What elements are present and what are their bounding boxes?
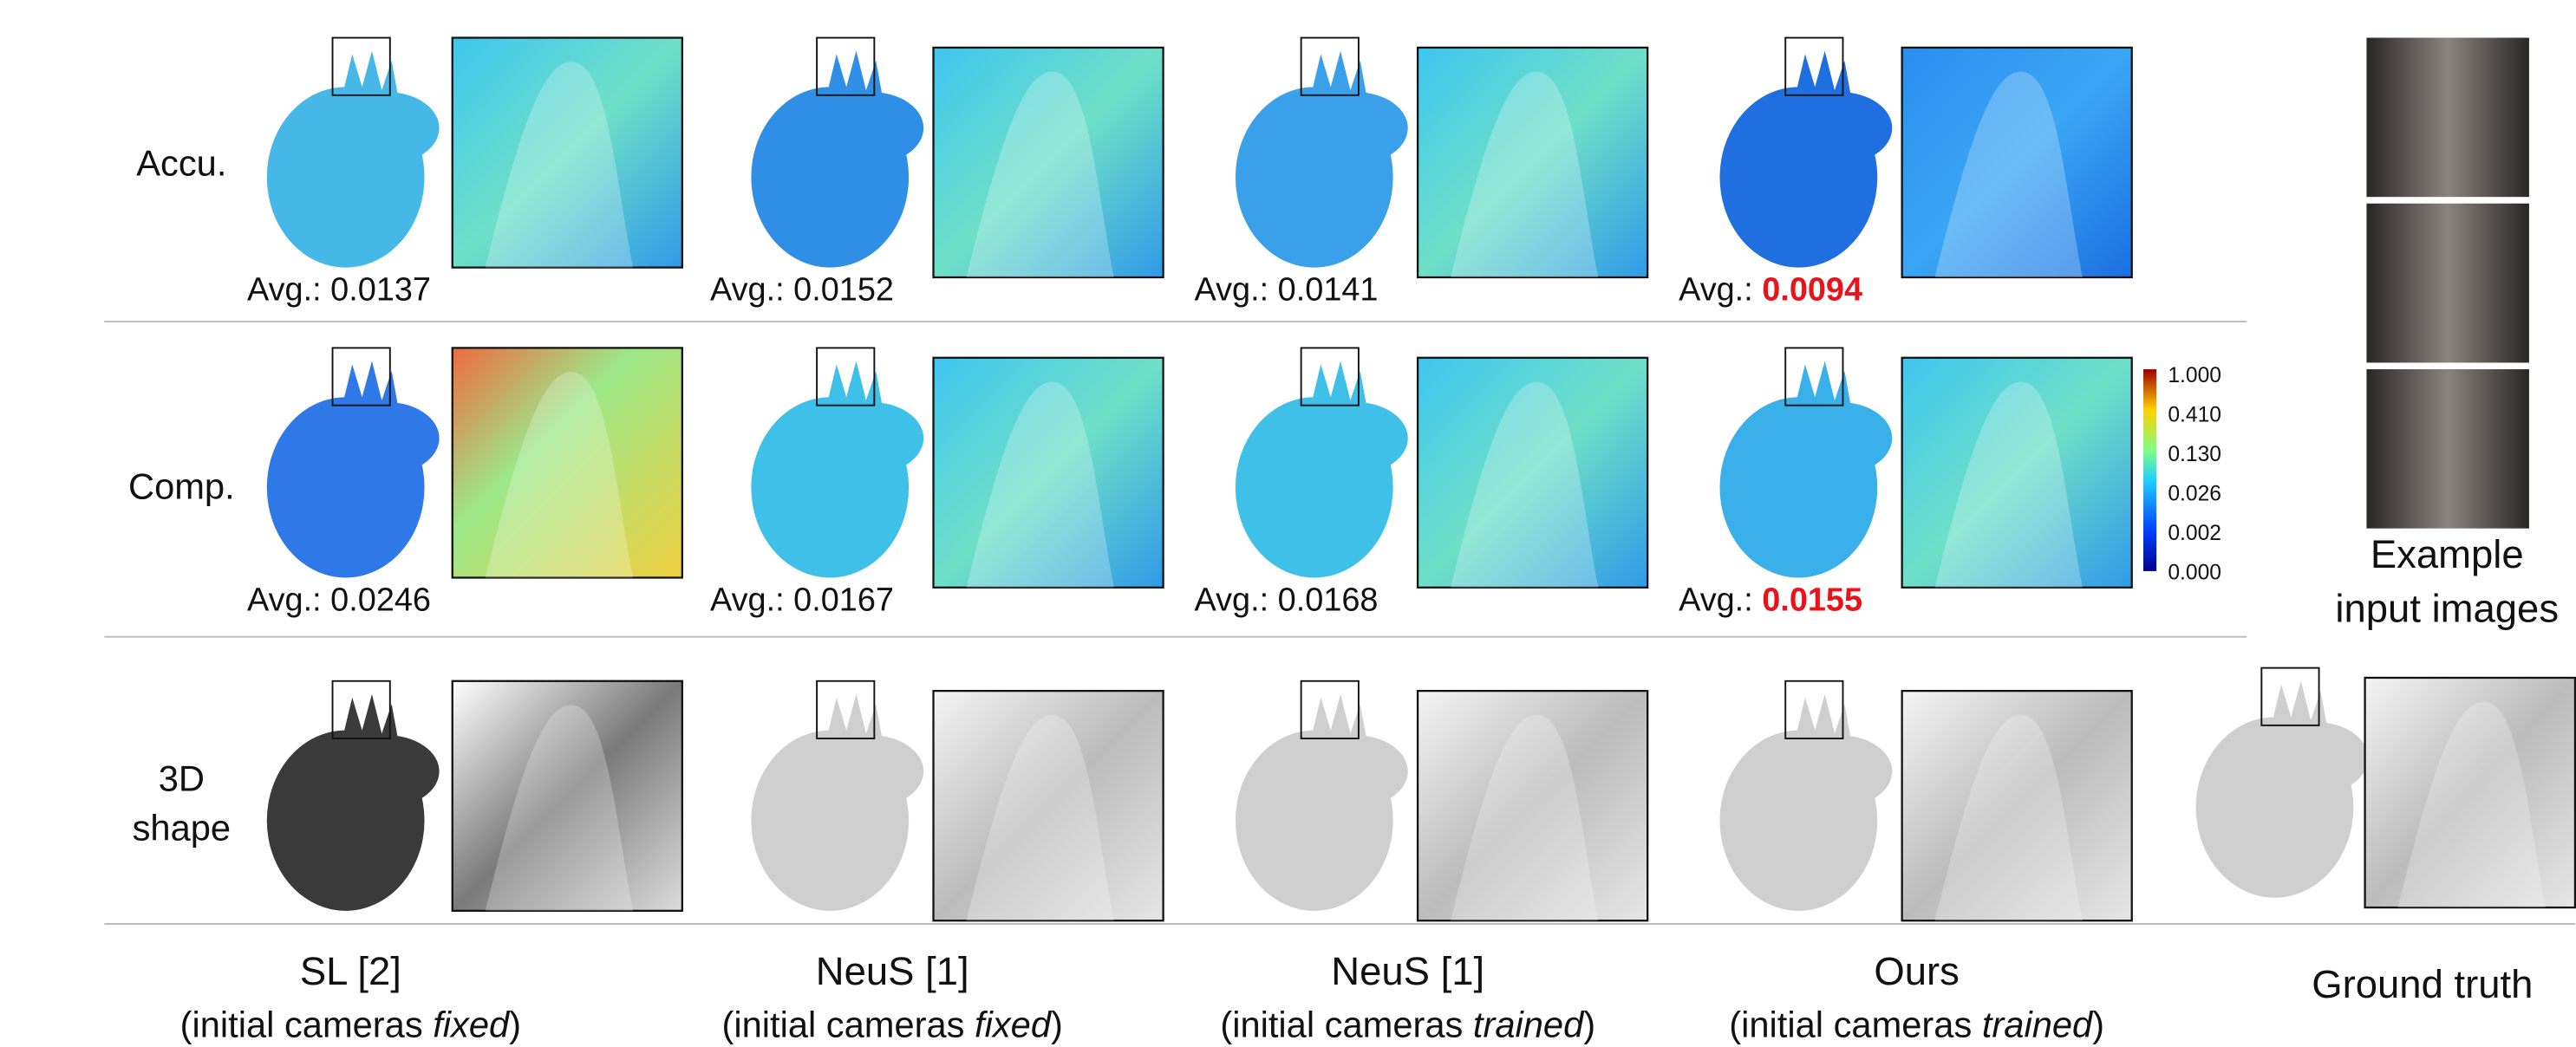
dragon-render <box>2196 668 2369 898</box>
column-note-part: (initial cameras <box>1729 1005 1982 1045</box>
dragon-render <box>267 681 440 911</box>
average-prefix: Avg.: <box>1195 582 1269 618</box>
dragon-render <box>267 348 440 577</box>
dragon-head <box>334 92 439 164</box>
column-note-part: ) <box>2092 1005 2104 1045</box>
average-value: 0.0155 <box>1762 582 1862 618</box>
average-value: 0.0094 <box>1762 271 1862 308</box>
average-label: Avg.: 0.0168 <box>1195 582 1379 618</box>
average-value: 0.0168 <box>1278 582 1379 618</box>
average-label: Avg.: 0.0141 <box>1195 271 1379 308</box>
average-label: Avg.: 0.0246 <box>247 582 431 618</box>
column-note-part: ) <box>1583 1005 1595 1045</box>
average-label: Avg.: 0.0094 <box>1679 271 1862 308</box>
dragon-render <box>751 681 923 911</box>
average-value: 0.0167 <box>793 582 894 618</box>
column-method: SL [2] <box>300 949 401 993</box>
column-note-part: trained <box>1473 1005 1585 1045</box>
example-label: Example <box>2371 532 2524 576</box>
column-note-part: trained <box>1982 1005 2094 1045</box>
average-value: 0.0141 <box>1278 271 1379 308</box>
dragon-render <box>1719 348 1892 577</box>
dragon-head <box>818 402 923 474</box>
column-note-part: fixed <box>433 1005 511 1045</box>
dragon-render <box>751 348 923 577</box>
dragon-head <box>334 402 439 474</box>
average-prefix: Avg.: <box>1679 271 1753 308</box>
average-value: 0.0246 <box>330 582 431 618</box>
example-image <box>2366 38 2528 198</box>
colorbar-tick-label: 0.002 <box>2168 522 2221 545</box>
average-label: Avg.: 0.0137 <box>247 271 431 308</box>
dragon-render <box>1236 681 1408 911</box>
row-label: 3D <box>159 758 205 799</box>
dragon-head <box>1787 92 1892 164</box>
figure: Accu.Avg.: 0.0137Avg.: 0.0152Avg.: 0.014… <box>0 0 2576 1047</box>
colorbar-tick-label: 0.026 <box>2168 482 2221 505</box>
colorbar-tick-label: 0.410 <box>2168 404 2221 427</box>
example-images <box>2366 38 2528 529</box>
column-note-part: (initial cameras <box>721 1005 975 1045</box>
dragon-head <box>334 735 439 807</box>
dragon-head <box>1787 402 1892 474</box>
row-label: Comp. <box>128 466 235 507</box>
column-method: Ground truth <box>2312 962 2533 1006</box>
column-note-part: ) <box>509 1005 521 1045</box>
column-method: NeuS [1] <box>1331 949 1484 993</box>
colorbar <box>2143 369 2156 571</box>
dragon-head <box>2263 722 2368 794</box>
average-prefix: Avg.: <box>1679 582 1753 618</box>
row-label: Accu. <box>136 143 226 184</box>
dragon-head <box>1787 735 1892 807</box>
colorbar-tick-label: 0.130 <box>2168 443 2221 466</box>
average-label: Avg.: 0.0167 <box>710 582 894 618</box>
dragon-render <box>751 38 923 268</box>
colorbar-tick-label: 0.000 <box>2168 561 2221 584</box>
column-note: (initial cameras fixed) <box>721 1005 1062 1045</box>
average-prefix: Avg.: <box>710 271 785 308</box>
dragon-head <box>818 735 923 807</box>
dragon-render <box>1719 38 1892 268</box>
average-prefix: Avg.: <box>247 582 322 618</box>
column-note: (initial cameras trained) <box>1729 1005 2104 1045</box>
average-value: 0.0137 <box>330 271 431 308</box>
colorbar-tick-label: 1.000 <box>2168 364 2221 387</box>
dragon-head <box>818 92 923 164</box>
average-prefix: Avg.: <box>247 271 322 308</box>
example-label: input images <box>2335 587 2559 631</box>
example-image <box>2366 369 2528 529</box>
column-note: (initial cameras fixed) <box>180 1005 521 1045</box>
column-note-part: (initial cameras <box>180 1005 434 1045</box>
dragon-render <box>267 38 440 268</box>
dragon-head <box>1303 92 1408 164</box>
column-method: Ours <box>1874 949 1959 993</box>
row-label: shape <box>133 807 231 848</box>
column-note-part: fixed <box>975 1005 1053 1045</box>
average-label: Avg.: 0.0155 <box>1679 582 1862 618</box>
dragon-head <box>1303 735 1408 807</box>
average-prefix: Avg.: <box>710 582 785 618</box>
example-image <box>2366 204 2528 363</box>
dragon-render <box>1236 38 1408 268</box>
column-note-part: (initial cameras <box>1220 1005 1473 1045</box>
average-value: 0.0152 <box>793 271 894 308</box>
column-note-part: ) <box>1051 1005 1063 1045</box>
dragon-render <box>1719 681 1892 911</box>
average-prefix: Avg.: <box>1195 271 1269 308</box>
dragon-head <box>1303 402 1408 474</box>
dragon-render <box>1236 348 1408 577</box>
column-note: (initial cameras trained) <box>1220 1005 1595 1045</box>
average-label: Avg.: 0.0152 <box>710 271 894 308</box>
column-method: NeuS [1] <box>816 949 969 993</box>
